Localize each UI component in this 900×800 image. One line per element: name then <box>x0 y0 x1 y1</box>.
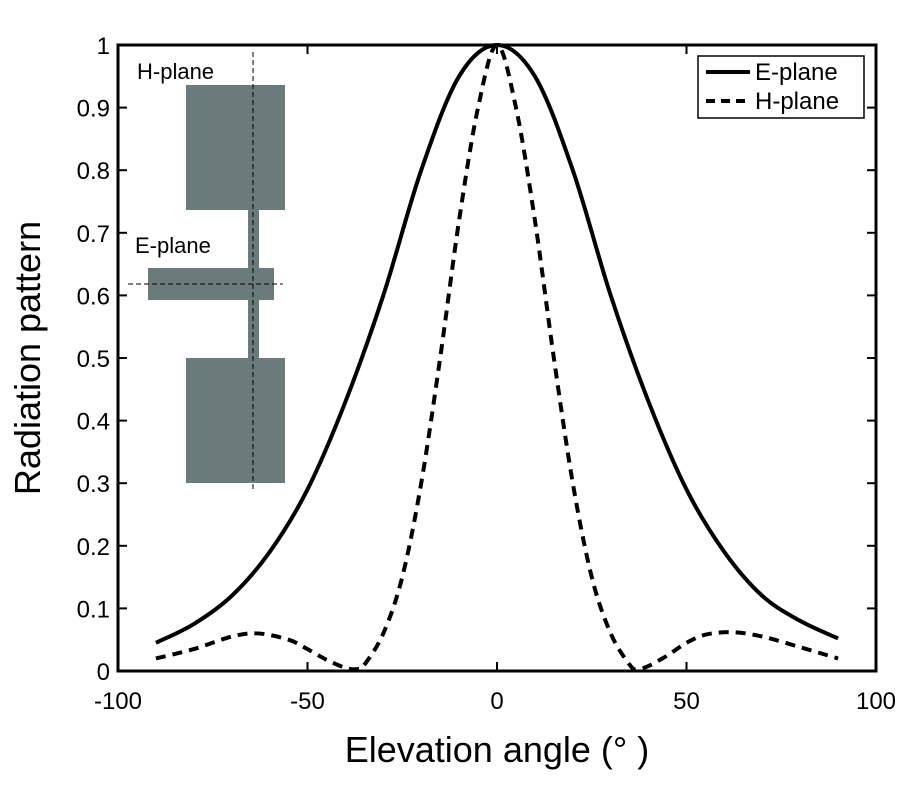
y-tick-label: 0.4 <box>77 409 110 436</box>
inset-e-plane-label: E-plane <box>135 233 211 258</box>
x-tick-label: -100 <box>94 688 142 715</box>
x-tick-label: 100 <box>856 688 896 715</box>
antenna-inset-diagram: H-plane E-plane <box>128 52 285 490</box>
y-tick-label: 0.6 <box>77 283 110 310</box>
x-tick-label: -50 <box>290 688 325 715</box>
plot-area-frame <box>116 43 878 673</box>
y-tick-label: 1 <box>97 33 110 60</box>
inset-top-patch <box>186 85 285 210</box>
legend-e-plane-label: E-plane <box>755 59 838 86</box>
x-tick-label: 50 <box>673 688 700 715</box>
tick-layer: -100 -50 0 50 100 0 0.1 0.2 0.3 0.4 0.5 0.6 0.7 0.8 0.… <box>77 33 896 715</box>
y-tick-label: 0.7 <box>77 221 110 248</box>
y-tick-label: 0.8 <box>77 158 110 185</box>
legend-box <box>697 55 865 119</box>
inset-bottom-patch <box>186 358 285 483</box>
y-tick-label: 0.9 <box>77 96 110 123</box>
y-tick-label: 0.1 <box>77 596 110 623</box>
legend-h-plane-label: H-plane <box>755 88 839 115</box>
legend: E-plane H-plane <box>697 55 865 119</box>
y-axis-label: Radiation pattern <box>7 221 48 495</box>
y-tick-label: 0.3 <box>77 471 110 498</box>
y-tick-label: 0.2 <box>77 534 110 561</box>
y-tick-label: 0.5 <box>77 346 110 373</box>
x-axis-label: Elevation angle (° ) <box>345 729 650 770</box>
inset-h-plane-label: H-plane <box>137 59 214 84</box>
x-tick-label: 0 <box>490 688 503 715</box>
y-tick-label: 0 <box>97 659 110 686</box>
